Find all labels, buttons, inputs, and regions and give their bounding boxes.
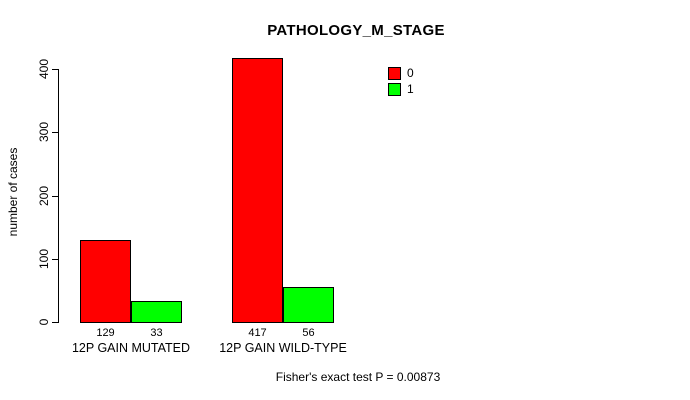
legend-label: 1 — [407, 82, 414, 96]
y-tick-label: 200 — [37, 185, 51, 206]
y-tick-label: 0 — [37, 318, 51, 326]
y-tick-label: 100 — [37, 248, 51, 269]
bar-series-0 — [80, 240, 131, 323]
bar-value-label: 417 — [248, 327, 267, 339]
y-tick-mark — [52, 322, 58, 323]
legend-label: 0 — [407, 66, 414, 80]
y-tick-mark — [52, 195, 58, 197]
y-tick-label: 300 — [37, 122, 51, 143]
chart-title: PATHOLOGY_M_STAGE — [267, 22, 445, 39]
legend-item: 1 — [388, 82, 414, 96]
y-axis-title: number of cases — [6, 147, 20, 237]
legend-swatch-icon — [388, 66, 401, 80]
y-tick-mark — [52, 69, 58, 70]
caption-fishers-test: Fisher's exact test P = 0.00873 — [275, 370, 441, 384]
category-label: 12P GAIN MUTATED — [71, 341, 191, 355]
bar-value-label: 56 — [302, 327, 315, 339]
category-label: 12P GAIN WILD-TYPE — [219, 341, 347, 355]
bar-value-label: 33 — [150, 327, 163, 339]
y-tick-label: 400 — [37, 58, 51, 80]
y-tick-mark — [52, 258, 58, 260]
legend-swatch-icon — [388, 82, 401, 96]
bar-series-1 — [283, 287, 334, 323]
y-axis-line — [58, 69, 59, 323]
bar-series-0 — [232, 58, 283, 323]
bar-series-1 — [131, 301, 182, 323]
bar-value-label: 129 — [96, 327, 115, 339]
y-tick-mark — [52, 132, 58, 134]
legend-item: 0 — [388, 66, 414, 80]
